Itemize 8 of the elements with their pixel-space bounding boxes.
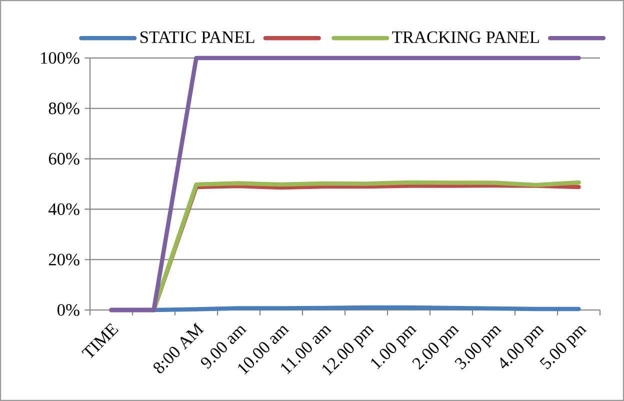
legend-label: TRACKING PANEL — [392, 31, 539, 44]
y-tick-label: 80% — [48, 102, 80, 114]
y-tick-label: 0% — [58, 304, 80, 316]
y-tick-label: 100% — [41, 52, 80, 64]
y-tick-label: 40% — [48, 203, 80, 216]
legend-label: STATIC PANEL — [140, 31, 254, 44]
y-tick-label: 20% — [48, 254, 80, 266]
y-tick-label: 60% — [48, 152, 80, 165]
